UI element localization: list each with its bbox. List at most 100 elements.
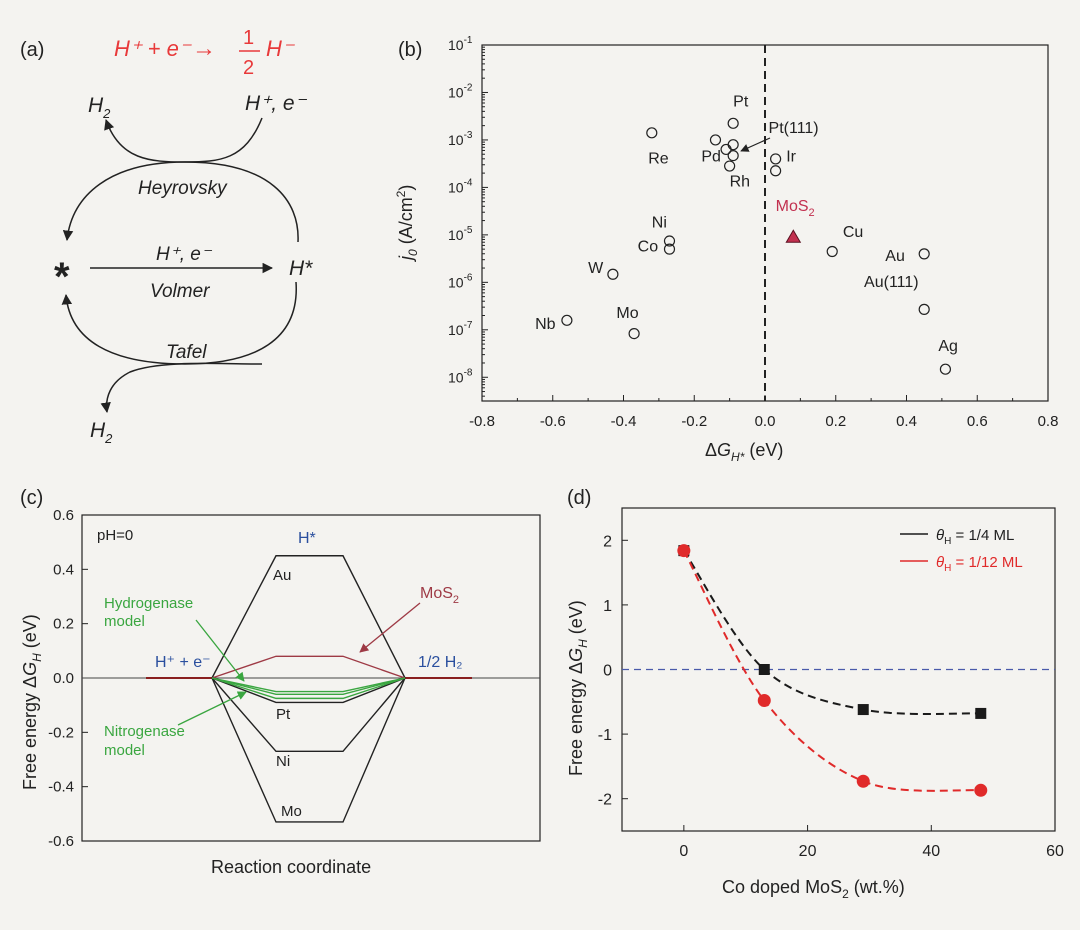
reaction-equation: H⁺ + e⁻ → 1 2 H⁻ — [114, 27, 296, 79]
reaction-rhs: H⁻ — [266, 36, 296, 61]
h2-top-left: H2 — [88, 94, 111, 121]
data-point-circle — [826, 245, 838, 258]
x-tick-label-d: 0 — [679, 843, 688, 860]
point-label: Cu — [843, 224, 863, 241]
nitrogenase-pointer-arrow — [177, 691, 247, 726]
x-tick-label-d: 20 — [799, 843, 817, 860]
h2-bottom: H2 — [90, 419, 113, 446]
volmer-label: Volmer — [150, 281, 210, 302]
data-point-circle — [646, 127, 658, 139]
panel-label-c: (c) — [20, 487, 43, 509]
panel-d: (d) 2 1 0 -1 -2 0 20 40 60 θH = 1/4 ML θH = 1/1… — [566, 487, 1064, 901]
y-tick-label-d: 2 — [603, 533, 612, 550]
heyrovsky-label: Heyrovsky — [138, 178, 228, 199]
y-tick-label-d: -2 — [598, 792, 612, 809]
data-point-square — [975, 707, 987, 719]
reactant-top-right: H⁺, e⁻ — [245, 92, 308, 115]
ph-label: pH=0 — [97, 527, 133, 544]
data-point-circle — [939, 363, 952, 375]
panel-a: (a) H⁺ + e⁻ → 1 2 H⁻ H2 H⁺, e⁻ Heyrovsky… — [20, 27, 313, 446]
data-point-circle — [727, 139, 739, 151]
x-axis-title-b: ΔGH* (eV) — [705, 440, 783, 464]
mos2-pointer-arrow — [359, 602, 421, 653]
nitrogenase-label-line2: model — [104, 742, 145, 759]
reactant-label-c: H⁺ + e⁻ — [155, 654, 211, 671]
y-axis-title-d: Free energy ΔGH (eV) — [566, 600, 590, 776]
point-label: Pd — [701, 148, 721, 165]
energy-path-pt — [211, 677, 406, 704]
point-label: Rh — [730, 173, 750, 190]
y-tick-label-b: 10-7 — [448, 320, 473, 338]
data-point-circle — [709, 134, 722, 146]
h-star-label-c: H* — [298, 530, 316, 547]
x-tick-label-b: 0.2 — [825, 413, 846, 430]
tafel-label: Tafel — [166, 342, 207, 363]
x-tick-label-b: 0.0 — [755, 413, 776, 430]
y-tick-label-b: 10-1 — [448, 35, 473, 53]
heyrovsky-curve-top — [104, 117, 263, 163]
data-point-circle — [663, 243, 676, 255]
energy-path-au — [211, 555, 406, 679]
data-point-circle — [757, 694, 771, 708]
x-axis-title-c: Reaction coordinate — [211, 857, 371, 877]
pt-label-c: Pt — [276, 706, 291, 723]
x-tick-label-d: 40 — [922, 843, 940, 860]
point-label: Nb — [535, 316, 556, 333]
y-tick-label-b: 10-3 — [448, 130, 473, 148]
legend-label-quarter-ml: θH = 1/4 ML — [936, 527, 1014, 547]
x-tick-label-b: 0.4 — [896, 413, 917, 430]
au-label-c: Au — [273, 567, 291, 584]
y-tick-label-c: -0.2 — [48, 724, 74, 741]
volmer-reactant: H⁺, e⁻ — [156, 244, 213, 265]
data-point-circle — [856, 774, 870, 788]
energy-path-mos2 — [211, 655, 406, 679]
data-point-circle — [677, 544, 691, 558]
data-point-circle — [727, 117, 739, 129]
energy-path-ni — [211, 677, 406, 753]
tafel-curve-bottom — [100, 362, 263, 414]
h-star-species: H* — [289, 257, 313, 280]
y-tick-label-b: 10-2 — [448, 82, 473, 100]
point-label: Re — [648, 151, 669, 168]
y-tick-label-c: 0.4 — [53, 561, 74, 578]
mos2-label-c: MoS2 — [420, 585, 459, 606]
x-tick-label-b: -0.6 — [540, 413, 566, 430]
panel-c: (c) 0.6 0.4 0.2 0.0 -0.2 -0.4 -0.6 pH=0 H* H⁺ … — [20, 487, 541, 877]
x-tick-label-d: 60 — [1046, 843, 1064, 860]
product-label-c: 1/2 H₂ — [418, 654, 462, 671]
energy-path-enzyme-model — [211, 677, 406, 700]
y-axis-title-b: j0 (A/cm2) — [394, 185, 420, 263]
hydrogenase-pointer-arrow — [195, 619, 245, 682]
hydrogenase-label-line2: model — [104, 613, 145, 630]
pt111-pointer-arrow — [740, 137, 771, 152]
fit-curve-quarter-ml — [683, 550, 981, 715]
data-point-circle — [720, 143, 732, 156]
panel-label-d: (d) — [567, 487, 591, 509]
reaction-frac-den: 2 — [243, 57, 254, 79]
energy-path-enzyme-model — [211, 677, 406, 693]
y-tick-label-b: 10-6 — [448, 272, 473, 290]
y-tick-label-d: -1 — [598, 727, 612, 744]
nitrogenase-label-line1: Nitrogenase — [104, 723, 185, 740]
point-label: Mo — [616, 305, 638, 322]
point-label: MoS2 — [776, 198, 815, 219]
data-point-circle — [561, 314, 573, 326]
star-species: * — [54, 255, 70, 299]
x-tick-label-b: 0.6 — [967, 413, 988, 430]
point-label: Pt(111) — [769, 120, 819, 137]
data-point-circle — [607, 268, 619, 280]
x-tick-label-b: -0.2 — [681, 413, 707, 430]
legend-d: θH = 1/4 ML θH = 1/12 ML — [900, 527, 1023, 574]
y-tick-label-c: 0.2 — [53, 616, 74, 633]
data-point-circle — [663, 235, 676, 247]
data-point-circle — [727, 149, 739, 162]
point-label: Ag — [938, 338, 958, 355]
panel-label-b: (b) — [398, 39, 422, 61]
y-tick-label-b: 10-8 — [448, 367, 473, 385]
y-tick-label-d: 1 — [603, 598, 612, 615]
data-point-circle — [918, 248, 930, 260]
data-point-circle — [770, 165, 782, 177]
data-point-circle — [918, 303, 930, 315]
point-label: Au — [885, 248, 905, 265]
energy-path-mo — [211, 677, 406, 823]
